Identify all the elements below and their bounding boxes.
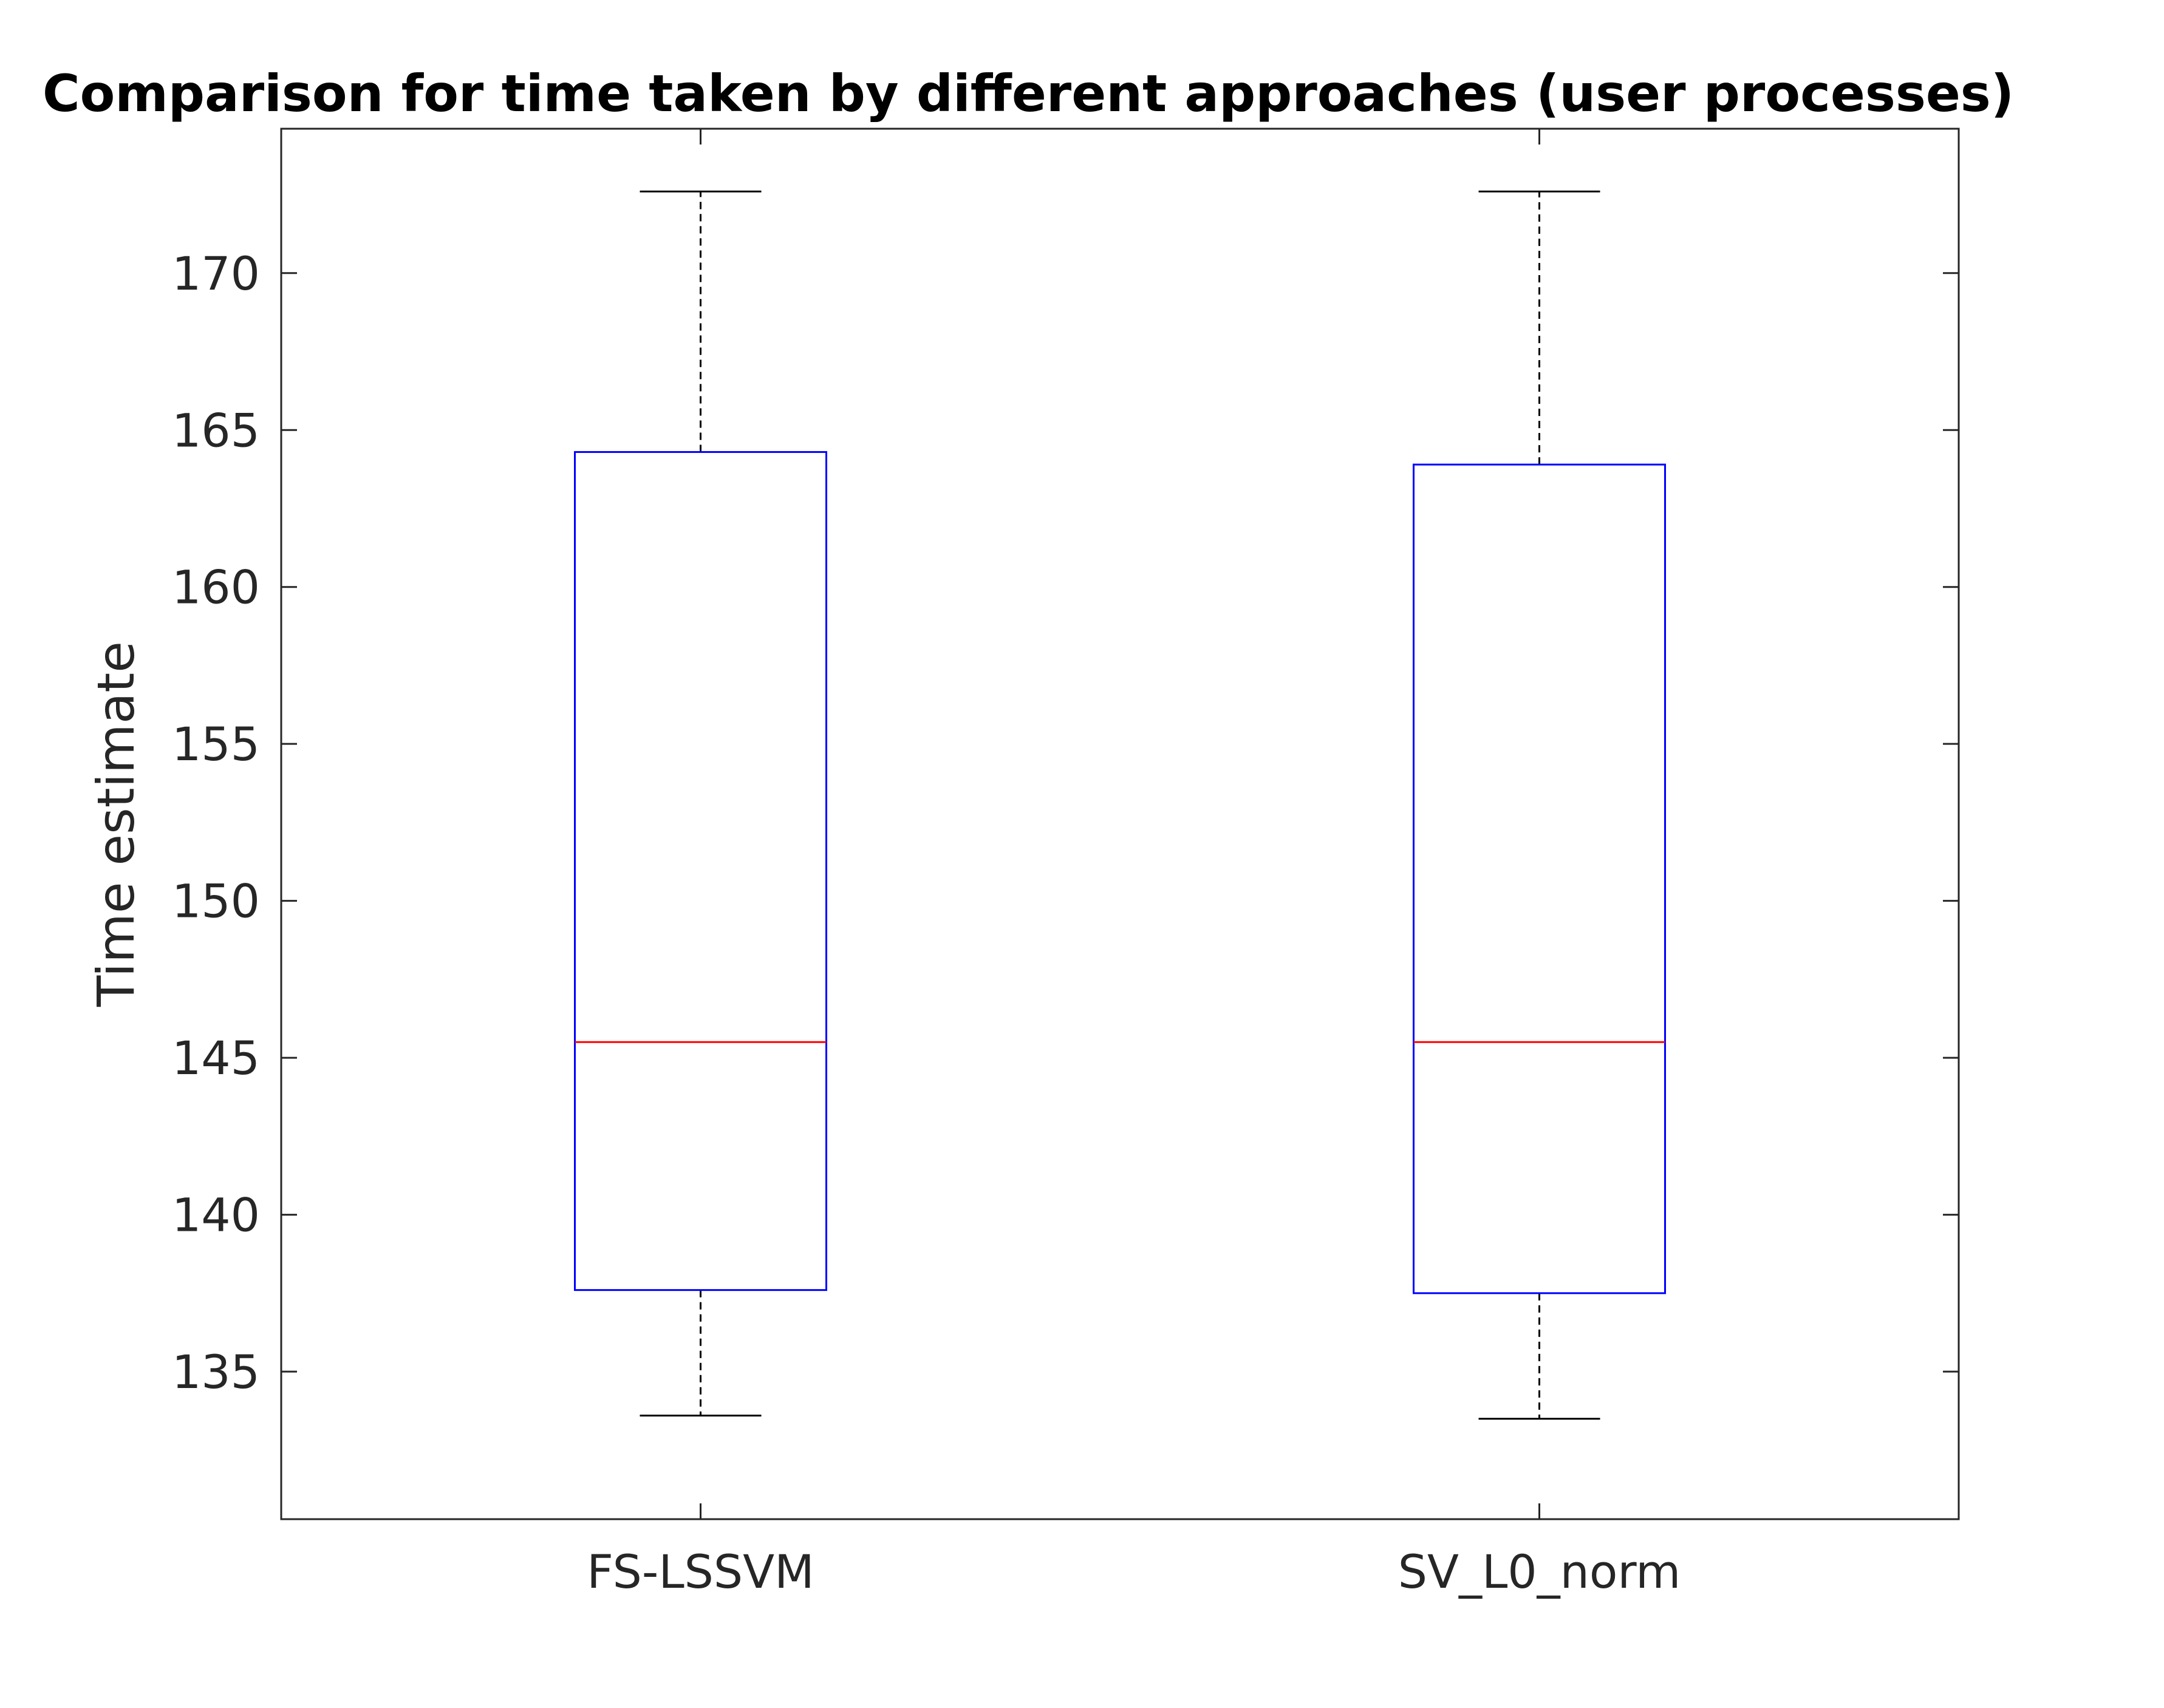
y-tick-label: 145 — [172, 1031, 260, 1085]
plot-area — [280, 128, 1960, 1520]
box-sv-l0-norm — [1413, 190, 1666, 1420]
y-tick-label: 140 — [172, 1188, 260, 1242]
y-tick-label: 155 — [172, 717, 260, 771]
y-tick-label: 165 — [172, 403, 260, 457]
boxes-layer — [574, 190, 1666, 1420]
x-tick-label: SV_L0_norm — [1398, 1545, 1681, 1599]
interquartile-box — [574, 451, 827, 1291]
x-tick-label: FS-LSSVM — [587, 1545, 814, 1599]
interquartile-box — [1413, 463, 1666, 1295]
y-tick-label: 170 — [172, 247, 260, 301]
chart-title: Comparison for time taken by different a… — [43, 64, 2014, 123]
box-fs-lssvm — [574, 190, 827, 1417]
y-axis: 135 140 145 150 155 160 165 170 — [172, 247, 1959, 1399]
y-tick-label: 135 — [172, 1345, 260, 1399]
y-axis-label: Time estimate — [86, 641, 146, 1007]
y-tick-label: 150 — [172, 874, 260, 928]
y-tick-label: 160 — [172, 560, 260, 614]
x-axis: FS-LSSVM SV_L0_norm — [587, 129, 1681, 1599]
